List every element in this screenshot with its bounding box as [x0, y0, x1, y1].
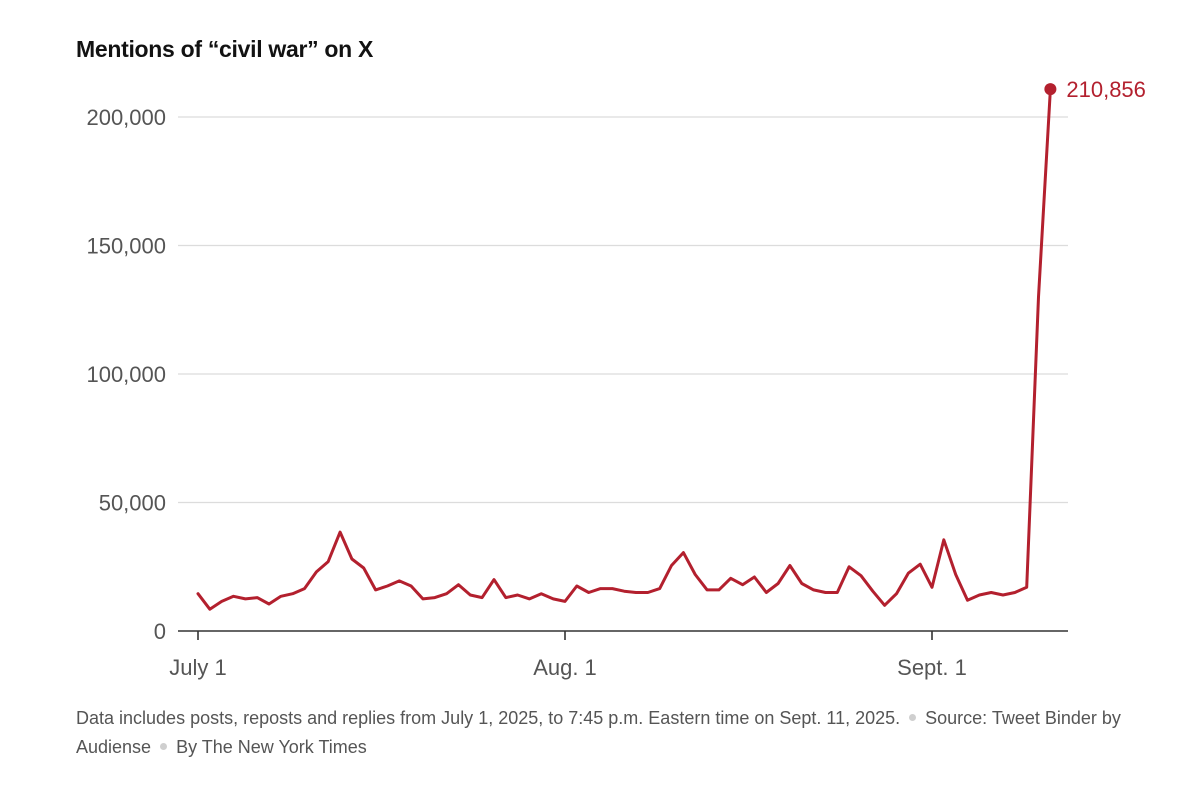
- footnote-source: Tweet Binder by Audiense: [76, 708, 1121, 757]
- x-tick-label: July 1: [169, 655, 226, 680]
- line-chart: 0 50,000 100,000 150,000 200,000 July 1 Aug. …: [86, 77, 1146, 680]
- end-point-marker: [1044, 83, 1057, 96]
- gridlines: [178, 116, 1068, 504]
- footnote-source-label: Source:: [925, 708, 988, 728]
- y-tick-label: 50,000: [99, 491, 166, 516]
- separator-dot-icon: [160, 742, 168, 750]
- x-tick-label: Sept. 1: [897, 655, 967, 680]
- chart-title: Mentions of “civil war” on X: [76, 36, 374, 62]
- y-axis-ticks: 0 50,000 100,000 150,000 200,000: [86, 105, 166, 644]
- x-axis-ticks: July 1 Aug. 1 Sept. 1: [169, 631, 967, 680]
- series-line: [196, 87, 1052, 611]
- x-tick-label: Aug. 1: [533, 655, 597, 680]
- end-point-label: 210,856: [1066, 77, 1146, 102]
- y-tick-label: 200,000: [86, 105, 166, 130]
- separator-dot-icon: [909, 713, 917, 721]
- footnote-byline: By The New York Times: [176, 737, 367, 757]
- footnote-note: Data includes posts, reposts and replies…: [76, 708, 901, 728]
- chart-footnote: Data includes posts, reposts and replies…: [76, 704, 1166, 762]
- y-tick-label: 0: [154, 619, 166, 644]
- y-tick-label: 150,000: [86, 234, 166, 259]
- y-tick-label: 100,000: [86, 362, 166, 387]
